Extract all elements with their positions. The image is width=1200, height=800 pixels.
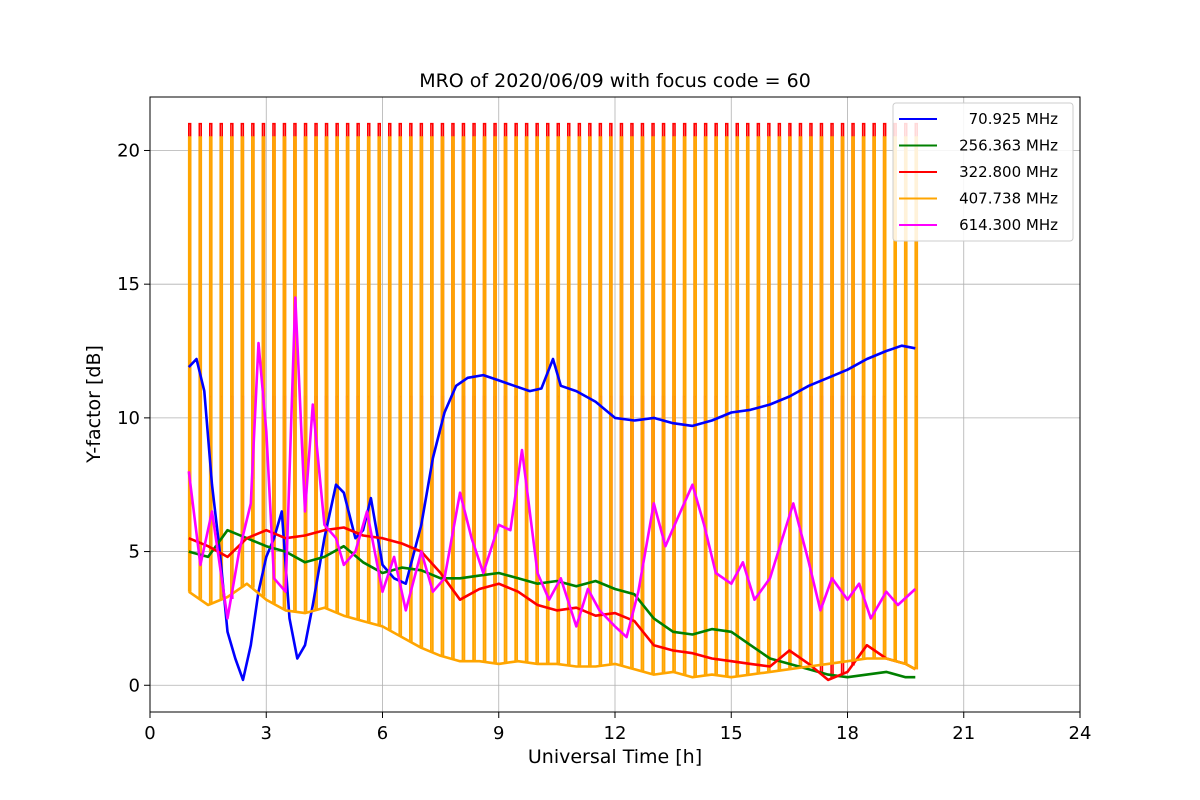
series-lines (187, 296, 917, 682)
x-tick-label: 0 (144, 723, 155, 744)
legend-box (892, 102, 1074, 242)
x-tick-label: 21 (952, 723, 975, 744)
legend-entry-label: 614.300 MHz (959, 216, 1058, 234)
y-tick-label: 20 (117, 140, 140, 161)
legend-entry-label: 407.738 MHz (959, 190, 1058, 208)
y-tick-label: 15 (117, 274, 140, 295)
y-tick-label: 10 (117, 408, 140, 429)
series-line-2 (188, 526, 916, 682)
legend: 70.925 MHz 256.363 MHz 322.800 MHz 407.738 … (892, 102, 1074, 242)
series-line-4 (187, 296, 917, 639)
x-tick-label: 12 (604, 723, 627, 744)
x-tick-label: 18 (836, 723, 859, 744)
series-line-3 (188, 582, 916, 679)
legend-entry-label: 322.800 MHz (959, 163, 1058, 181)
x-tick-label: 3 (261, 723, 272, 744)
y-axis-label: Y-factor [dB] (83, 345, 105, 464)
ticks: 0 3 6 9 12 15 18 21 24 0 5 10 15 20 (117, 140, 1091, 744)
x-axis-label: Universal Time [h] (528, 746, 702, 768)
x-tick-label: 9 (493, 723, 504, 744)
x-tick-label: 15 (720, 723, 743, 744)
spike-407-MHz (187, 136, 919, 677)
x-tick-label: 24 (1069, 723, 1092, 744)
series-line-0 (187, 344, 916, 682)
legend-entry-label: 70.925 MHz (969, 110, 1058, 128)
y-tick-label: 0 (129, 675, 140, 696)
chart-title: MRO of 2020/06/09 with focus code = 60 (419, 70, 811, 92)
x-tick-label: 6 (377, 723, 388, 744)
y-tick-label: 5 (129, 542, 140, 563)
legend-entry-label: 256.363 MHz (959, 137, 1058, 155)
spike-322-MHz (188, 122, 918, 679)
